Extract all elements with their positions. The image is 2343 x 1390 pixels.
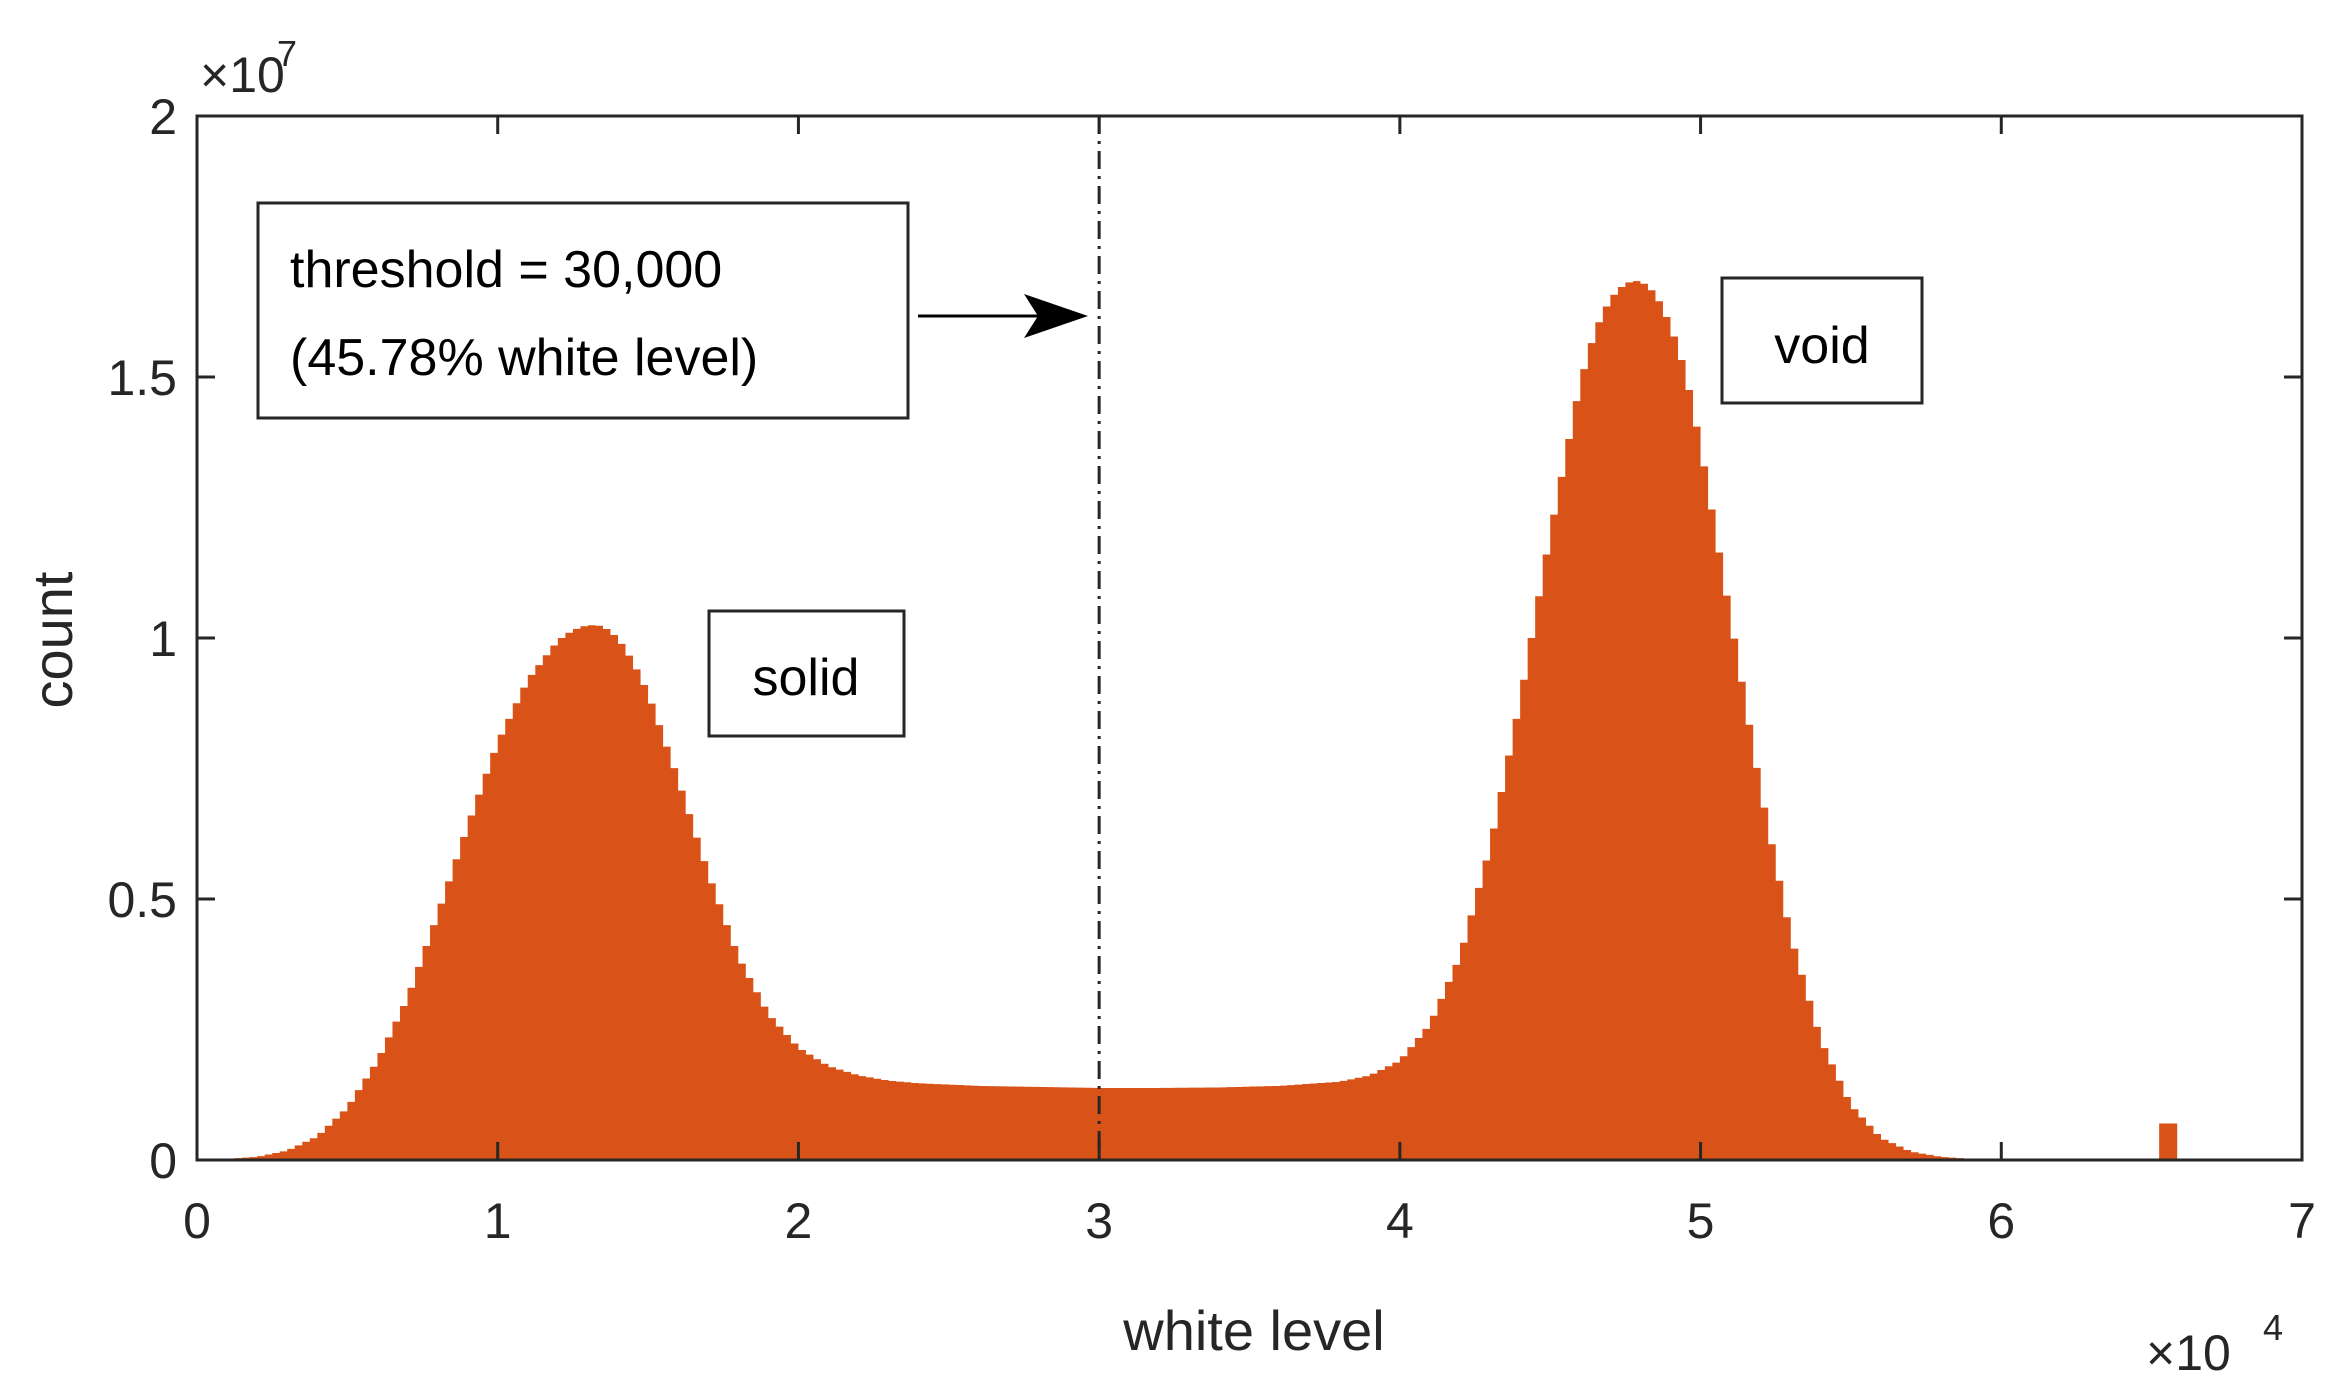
x-axis-multiplier: ×10 4 xyxy=(2146,1307,2283,1381)
y-tick-label: 1 xyxy=(149,611,177,667)
histogram-spike-bar xyxy=(2159,1123,2178,1160)
x-axis-ticks: 0 1 2 3 4 5 6 7 xyxy=(183,116,2316,1249)
solid-annotation-text: solid xyxy=(753,649,860,707)
y-axis-multiplier: ×10 7 xyxy=(200,33,297,103)
threshold-annotation-line1: threshold = 30,000 xyxy=(290,241,722,299)
threshold-arrow xyxy=(918,294,1088,338)
x-tick-label: 7 xyxy=(2288,1193,2316,1249)
svg-text:4: 4 xyxy=(2263,1307,2283,1348)
threshold-annotation: threshold = 30,000 (45.78% white level) xyxy=(256,201,910,420)
void-annotation-text: void xyxy=(1774,317,1869,375)
svg-text:×10: ×10 xyxy=(200,47,285,103)
solid-annotation: solid xyxy=(707,609,906,738)
y-tick-label: 2 xyxy=(149,89,177,145)
x-tick-label: 3 xyxy=(1085,1193,1113,1249)
x-axis-title: white level xyxy=(1122,1299,1384,1362)
x-tick-label: 6 xyxy=(1987,1193,2015,1249)
x-tick-label: 4 xyxy=(1386,1193,1414,1249)
svg-text:7: 7 xyxy=(277,33,297,74)
solid-annotation-box xyxy=(707,609,906,738)
threshold-annotation-box xyxy=(256,201,910,420)
void-annotation: void xyxy=(1720,276,1924,405)
x-tick-label: 0 xyxy=(183,1193,211,1249)
x-tick-label: 1 xyxy=(484,1193,512,1249)
y-axis-title: count xyxy=(21,571,84,708)
x-tick-label: 2 xyxy=(785,1193,813,1249)
x-tick-label: 5 xyxy=(1687,1193,1715,1249)
void-annotation-box xyxy=(1720,276,1924,405)
y-axis-ticks: 0 0.5 1 1.5 2 xyxy=(107,89,2302,1189)
y-tick-label: 0 xyxy=(149,1133,177,1189)
threshold-annotation-line2: (45.78% white level) xyxy=(290,329,758,387)
histogram-area xyxy=(197,281,2137,1160)
y-tick-label: 1.5 xyxy=(107,350,177,406)
svg-text:×10: ×10 xyxy=(2146,1325,2231,1381)
y-tick-label: 0.5 xyxy=(107,872,177,928)
